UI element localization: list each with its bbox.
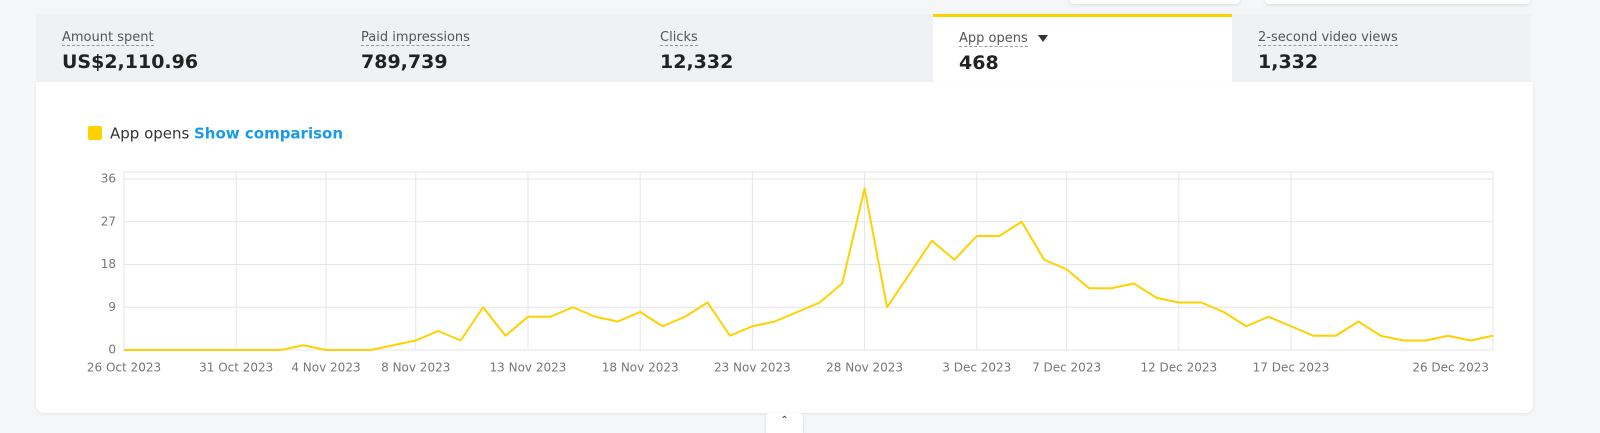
top-box — [1265, 0, 1530, 4]
x-tick-label: 26 Oct 2023 — [87, 361, 161, 375]
tab-value: 789,739 — [361, 51, 448, 73]
tab-value: 1,332 — [1258, 51, 1319, 73]
legend-swatch — [88, 126, 102, 140]
collapse-handle[interactable]: ⌃ — [766, 413, 803, 433]
y-tick-label: 0 — [108, 343, 116, 357]
plot-border — [123, 171, 1494, 351]
x-tick-label: 12 Dec 2023 — [1140, 361, 1217, 375]
metric-tab[interactable]: Amount spent US$2,110.96 — [36, 14, 335, 82]
x-tick-label: 7 Dec 2023 — [1032, 361, 1101, 375]
metric-tab[interactable]: App opens 468 — [933, 14, 1232, 82]
show-comparison[interactable]: Show comparison — [194, 125, 343, 143]
x-tick-label: 17 Dec 2023 — [1253, 361, 1330, 375]
x-tick-label: 4 Nov 2023 — [291, 361, 360, 375]
x-tick-label: 13 Nov 2023 — [490, 361, 567, 375]
top-box — [1070, 0, 1240, 4]
tab-value: US$2,110.96 — [62, 51, 199, 73]
data-line — [124, 187, 1494, 351]
x-tick-label: 31 Oct 2023 — [199, 361, 273, 375]
x-tick-label: 28 Nov 2023 — [826, 361, 903, 375]
tab-value: 12,332 — [660, 51, 734, 73]
metric-tab[interactable]: Clicks 12,332 — [634, 14, 933, 82]
tab-label: Clicks — [660, 30, 698, 46]
tab-value: 468 — [959, 52, 999, 74]
y-tick-label: 18 — [101, 257, 116, 271]
y-tick-label: 27 — [101, 214, 116, 228]
x-tick-label: 26 Dec 2023 — [1412, 361, 1489, 375]
x-tick-label: 23 Nov 2023 — [714, 361, 791, 375]
y-tick-label: 36 — [101, 172, 116, 186]
tab-label: App opens — [959, 31, 1028, 47]
y-tick-label: 9 — [108, 300, 116, 314]
dropdown-caret[interactable] — [1037, 35, 1048, 42]
x-tick-label: 8 Nov 2023 — [381, 361, 450, 375]
x-tick-label: 18 Nov 2023 — [602, 361, 679, 375]
legend-label: App opens — [110, 125, 190, 143]
tab-label: 2-second video views — [1258, 30, 1398, 46]
metric-tab[interactable]: 2-second video views 1,332 — [1232, 14, 1531, 82]
tab-label: Paid impressions — [361, 30, 470, 46]
metric-tab[interactable]: Paid impressions 789,739 — [335, 14, 634, 82]
chart-card — [36, 82, 1533, 413]
tab-label: Amount spent — [62, 30, 154, 46]
x-tick-label: 3 Dec 2023 — [942, 361, 1011, 375]
